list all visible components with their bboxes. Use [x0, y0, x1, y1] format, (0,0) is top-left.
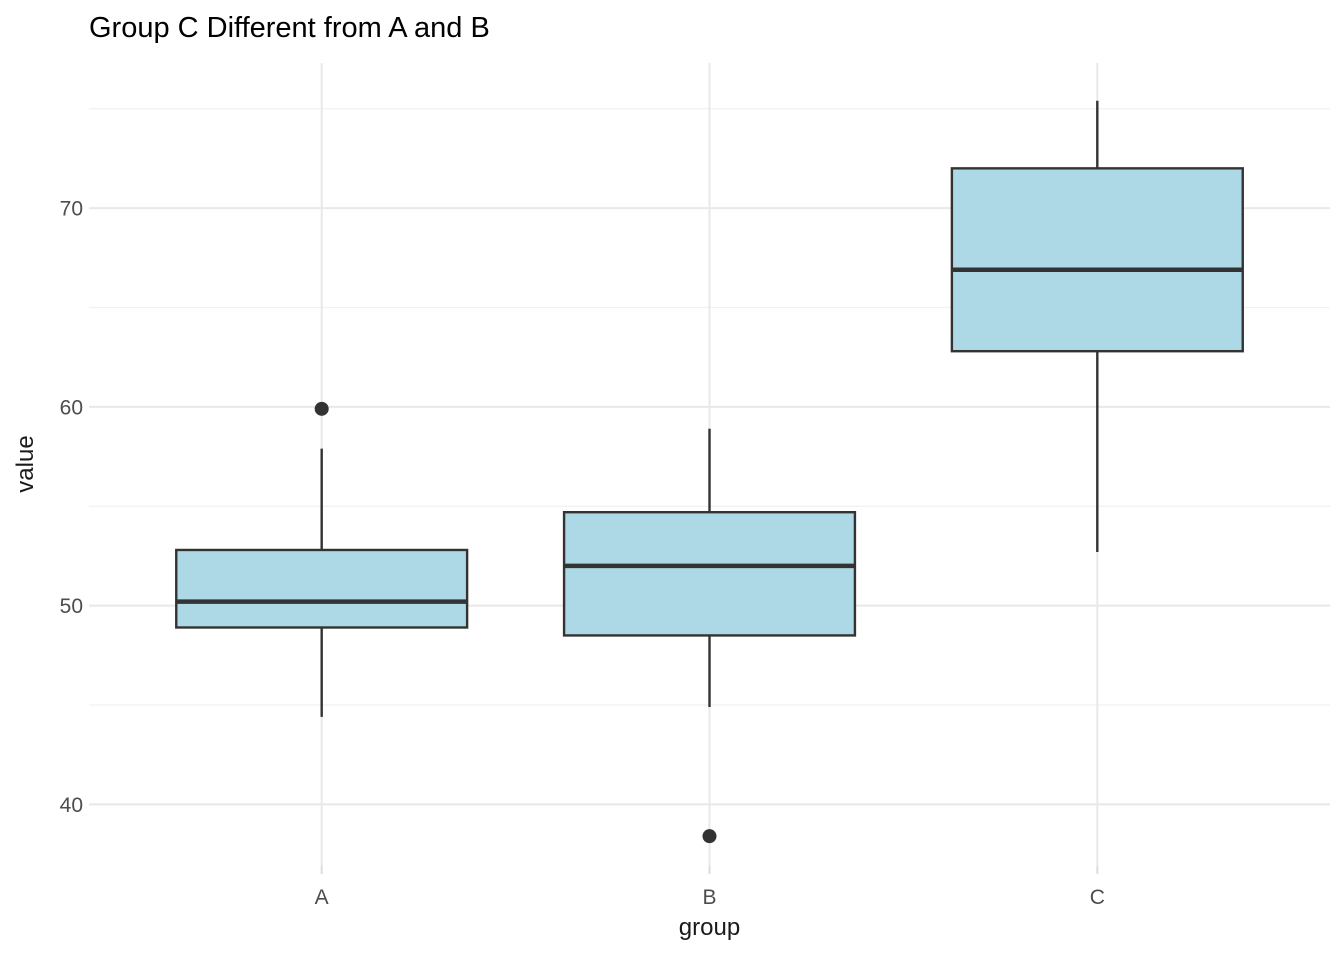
- y-tick-label: 70: [60, 198, 83, 221]
- outlier-point: [314, 401, 329, 416]
- boxplot-box: [562, 511, 857, 637]
- boxplot-box: [175, 548, 469, 629]
- chart-title: Group C Different from A and B: [89, 12, 490, 44]
- x-tick-label: B: [702, 886, 716, 909]
- y-tick-label: 40: [60, 794, 83, 817]
- y-tick-label: 50: [60, 595, 83, 618]
- x-tick-label: C: [1090, 886, 1105, 909]
- x-axis-title: group: [678, 914, 741, 941]
- outlier-point: [702, 829, 717, 844]
- y-tick-label: 60: [60, 396, 83, 419]
- x-tick-label: A: [315, 886, 329, 909]
- boxplot-box: [950, 167, 1244, 353]
